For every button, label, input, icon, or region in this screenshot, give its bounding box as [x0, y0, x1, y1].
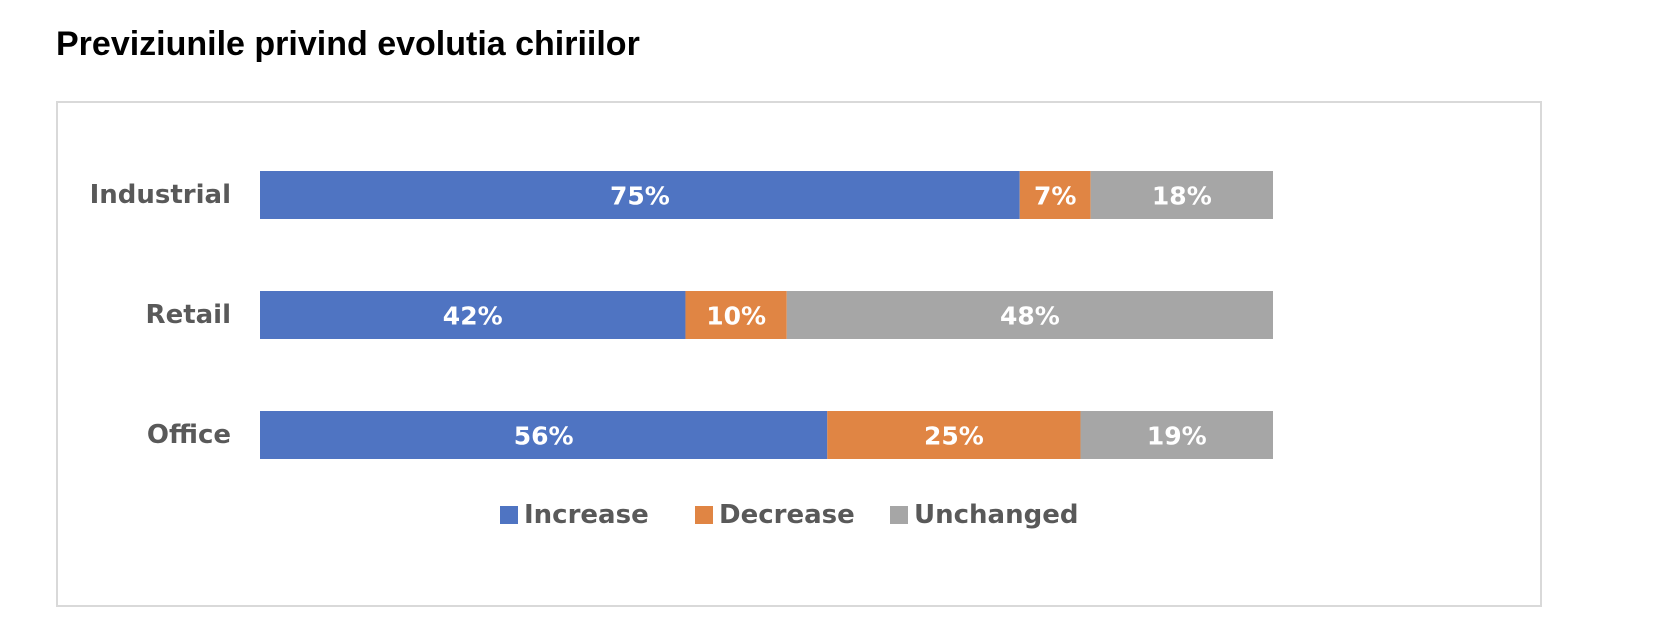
legend-label-decrease: Decrease [719, 500, 855, 530]
category-label-office: Office [147, 420, 231, 450]
legend-label-unchanged: Unchanged [914, 500, 1078, 530]
data-label-retail-unchanged: 48% [1000, 302, 1060, 331]
data-label-industrial-decrease: 7% [1034, 182, 1076, 211]
data-label-office-increase: 56% [514, 422, 574, 451]
bar-industrial-decrease [1019, 171, 1091, 219]
legend-item-unchanged: Unchanged [890, 500, 1078, 530]
legend-swatch-increase [500, 506, 518, 524]
data-label-retail-decrease: 10% [706, 302, 766, 331]
page-title: Previziunile privind evolutia chiriilor [56, 25, 640, 63]
bar-office-decrease [827, 411, 1081, 459]
bar-office-unchanged [1080, 411, 1273, 459]
data-label-industrial-unchanged: 18% [1152, 182, 1212, 211]
category-label-industrial: Industrial [90, 180, 231, 210]
category-label-retail: Retail [146, 300, 231, 330]
stacked-bar-chart: Industrial 75% 7% 18% Retail 42% 10% 48% Office 5… [90, 171, 1273, 530]
data-label-industrial-increase: 75% [610, 182, 670, 211]
legend-item-decrease: Decrease [695, 500, 855, 530]
data-label-office-decrease: 25% [924, 422, 984, 451]
chart-area: Industrial 75% 7% 18% Retail 42% 10% 48% Office 5… [56, 101, 1542, 607]
legend-label-increase: Increase [524, 500, 649, 530]
legend-swatch-decrease [695, 506, 713, 524]
data-label-retail-increase: 42% [443, 302, 503, 331]
legend-swatch-unchanged [890, 506, 908, 524]
bar-industrial-unchanged [1090, 171, 1273, 219]
bar-retail-unchanged [786, 291, 1273, 339]
legend-item-increase: Increase [500, 500, 649, 530]
bar-office-increase [260, 411, 828, 459]
bar-retail-increase [260, 291, 686, 339]
bar-retail-decrease [685, 291, 787, 339]
bar-industrial-increase [260, 171, 1020, 219]
data-label-office-unchanged: 19% [1147, 422, 1207, 451]
